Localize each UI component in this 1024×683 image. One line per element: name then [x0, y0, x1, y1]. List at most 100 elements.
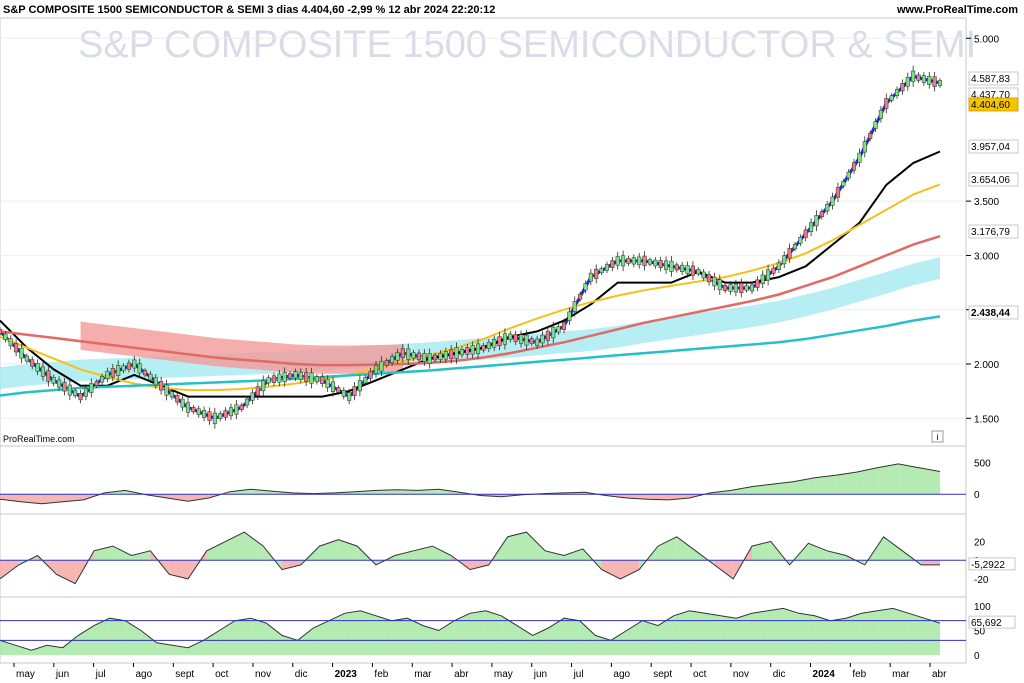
candle-body [610, 260, 615, 268]
oscillator-area-segment [846, 613, 862, 656]
candle-body [266, 377, 271, 384]
candle-body [465, 347, 470, 355]
candle-body [567, 311, 572, 321]
candle-body [814, 215, 819, 227]
oscillator-area-segment [689, 610, 705, 656]
x-axis-tick-label: mar [892, 669, 910, 680]
candle-body [148, 373, 153, 381]
oscillator-area-segment [360, 610, 376, 656]
oscillator-area-segment [611, 630, 627, 656]
x-axis-tick-label: oct [693, 669, 707, 680]
oscillator-area-segment [94, 618, 110, 656]
candle-body [481, 344, 486, 351]
oscillator-area-segment [545, 550, 564, 561]
candle-body [100, 376, 105, 383]
candle-body [508, 333, 513, 340]
oscillator-area-segment [169, 560, 188, 579]
candle-body [363, 377, 368, 384]
candle-body [626, 258, 631, 264]
oscillator-area-segment [893, 608, 909, 656]
oscillator-area-segment [601, 560, 621, 579]
oscillator-area-segment [219, 620, 235, 656]
header-bar [0, 0, 1024, 18]
oscillator-area-segment [112, 546, 132, 561]
candle-body [771, 267, 776, 274]
oscillator-area-segment [626, 620, 643, 656]
oscillator-area-segment [167, 494, 188, 502]
candle-body [701, 271, 706, 279]
oscillator-area-segment [620, 560, 640, 579]
oscillator-area-segment [647, 494, 669, 500]
candle-body [169, 391, 174, 398]
candle-body [67, 384, 72, 396]
price-panel[interactable] [0, 17, 967, 447]
candle-body [132, 359, 137, 369]
oscillator-area-segment [250, 618, 267, 656]
candle-body [422, 353, 427, 362]
candle-body [185, 402, 191, 413]
candle-body [749, 284, 755, 292]
oscillator-area-segment [109, 618, 126, 656]
price-value-label: 2.438,44 [971, 308, 1010, 319]
oscillator-area-segment [0, 640, 16, 656]
candle-body [588, 272, 593, 282]
candle-body [782, 255, 787, 265]
oscillator-area-segment [41, 494, 63, 504]
oscillator-area-segment [470, 610, 486, 656]
candle-body [486, 342, 491, 349]
candle-body [792, 244, 798, 250]
oscillator-area-segment [141, 630, 157, 656]
price-y-tick-label: 3.500 [974, 197, 999, 208]
oscillator-area-segment [548, 618, 564, 656]
oscillator-area-segment [329, 613, 345, 656]
info-icon[interactable] [931, 430, 944, 443]
candle-body [3, 333, 8, 340]
oscillator-area-segment [532, 628, 549, 656]
oscillator-area-segment [355, 490, 376, 495]
oscillator-area-segment [47, 645, 63, 656]
oscillator-area-segment [0, 560, 19, 579]
oscillator-area-segment [919, 467, 940, 495]
candle-body [551, 326, 556, 339]
oscillator-area-segment [658, 615, 674, 656]
candle-body [921, 75, 926, 83]
candle-body [62, 382, 67, 392]
candle-body [116, 365, 121, 376]
candle-body [110, 368, 115, 378]
candle-body [578, 293, 583, 300]
oscillator-1-series: 500 0 [0, 459, 991, 505]
candle-body [105, 370, 110, 379]
candle-body [449, 349, 454, 360]
oscillator-area-segment [507, 532, 527, 561]
candle-body [94, 381, 99, 386]
oscillator-area-segment [15, 645, 32, 656]
oscillator-line [0, 531, 940, 585]
oscillator-area-segment [714, 560, 734, 579]
candle-body [583, 283, 588, 291]
x-axis-tick-label: jul [95, 669, 106, 680]
site-url[interactable]: www.ProRealTime.com [896, 4, 1018, 16]
price-value-labels: 4.587,83 4.437,704.404,60 3.957,04 3.654,06… [968, 71, 1019, 320]
candle-body [384, 360, 389, 366]
candle-body [223, 410, 228, 418]
candle-body [561, 322, 567, 330]
candle-body [492, 339, 497, 348]
price-value-label-box [968, 139, 1019, 154]
oscillator-area-segment [20, 494, 42, 504]
candle-body [637, 256, 642, 266]
oscillator-area-segment [31, 645, 47, 656]
oscillator-area-segment [767, 608, 784, 656]
candle-body [937, 80, 943, 86]
oscillator-y-tick-label: 0 [974, 651, 980, 662]
price-y-tick-label: 2.000 [974, 360, 999, 371]
candle-body [599, 268, 604, 274]
oscillator-area-segment [413, 546, 433, 561]
candle-body [669, 260, 674, 272]
oscillator-area-segment [250, 489, 272, 495]
candle-body [862, 141, 867, 153]
oscillator-area-segment [266, 623, 282, 656]
x-axis-tick-label: jun [55, 669, 69, 680]
oscillator-area-segment [676, 536, 696, 561]
oscillator-area-segment [861, 610, 878, 656]
